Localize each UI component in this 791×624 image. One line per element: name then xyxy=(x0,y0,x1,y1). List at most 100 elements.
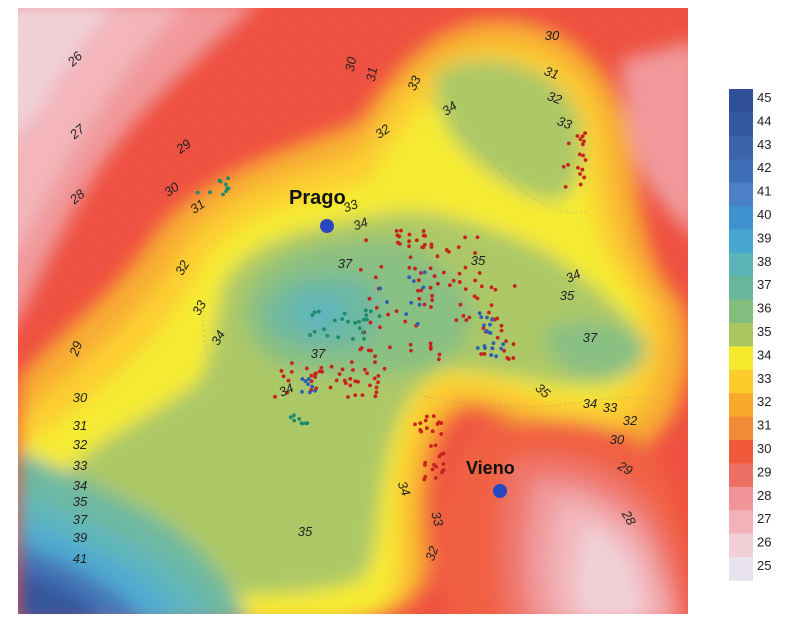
observation-dot xyxy=(357,319,361,324)
observation-dot xyxy=(440,470,444,475)
observation-dot xyxy=(303,379,308,383)
observation-dot xyxy=(436,357,441,362)
observation-dot xyxy=(424,426,429,431)
observation-dot xyxy=(360,393,365,398)
observation-dot xyxy=(358,267,363,272)
observation-dot xyxy=(373,275,378,280)
contour-label: 33 xyxy=(73,458,88,473)
observation-dot xyxy=(385,300,389,304)
observation-dot xyxy=(374,305,379,310)
observation-dot xyxy=(504,339,508,344)
observation-dot xyxy=(409,348,413,353)
contour-label: 29 xyxy=(614,457,635,478)
legend-swatch xyxy=(729,89,753,113)
legend-value: 39 xyxy=(757,230,771,245)
observation-dot xyxy=(437,352,442,357)
observation-dot xyxy=(373,394,378,399)
contour-label: 31 xyxy=(363,66,380,83)
contour-label: 33 xyxy=(603,400,618,415)
observation-dot xyxy=(487,330,492,335)
observation-dot xyxy=(289,361,294,366)
observation-dot xyxy=(490,317,495,322)
observation-dot xyxy=(306,377,311,381)
contour-label: 31 xyxy=(542,63,561,82)
observation-dot xyxy=(430,298,435,302)
observation-dot xyxy=(475,296,480,301)
observation-dot xyxy=(490,346,495,351)
contour-label: 29 xyxy=(66,339,85,359)
observation-dot xyxy=(368,320,373,325)
observation-dot xyxy=(378,286,383,291)
legend-value: 40 xyxy=(757,207,771,222)
observation-dot xyxy=(317,369,322,374)
legend-value: 25 xyxy=(757,558,771,573)
contour-label: 30 xyxy=(342,55,359,73)
observation-dot xyxy=(483,346,487,350)
contour-label: 35 xyxy=(560,288,575,303)
observation-dot xyxy=(362,336,366,341)
observation-dot xyxy=(319,365,324,370)
observation-dot xyxy=(461,313,466,318)
observation-dot xyxy=(428,347,433,351)
legend-value: 31 xyxy=(757,418,771,433)
observation-dot xyxy=(580,134,585,139)
observation-dot xyxy=(413,266,417,271)
legend-swatch xyxy=(729,557,753,581)
observation-dot xyxy=(489,285,494,290)
legend-value: 45 xyxy=(757,90,771,105)
observation-dot xyxy=(374,390,379,395)
observation-dot xyxy=(292,418,297,423)
observation-dot xyxy=(494,354,498,359)
observation-dot xyxy=(457,271,462,276)
observation-dot xyxy=(423,463,427,467)
contour-label: 39 xyxy=(73,530,87,545)
observation-dot xyxy=(491,341,496,346)
observation-dot xyxy=(325,333,330,338)
observation-dot xyxy=(582,175,587,180)
observation-dot xyxy=(309,379,314,384)
border-lines xyxy=(202,79,651,408)
observation-dot xyxy=(425,414,429,419)
observation-dot xyxy=(360,330,365,335)
observation-dot xyxy=(340,317,345,321)
observation-dot xyxy=(479,352,483,356)
observation-dot xyxy=(419,288,424,293)
observation-dot xyxy=(361,317,366,322)
observation-dot xyxy=(475,235,480,240)
city-marker-vieno xyxy=(493,484,507,498)
observation-dot xyxy=(488,322,492,327)
observation-dot xyxy=(578,182,583,187)
observation-dot xyxy=(463,265,468,270)
observation-dot xyxy=(432,462,436,467)
city-label-prago: Prago xyxy=(289,187,346,209)
observation-dot xyxy=(373,360,377,365)
observation-dot xyxy=(353,379,358,384)
observation-dot xyxy=(502,348,507,353)
observation-dot xyxy=(485,315,489,320)
observation-dot xyxy=(413,422,417,427)
legend-value: 43 xyxy=(757,137,771,152)
observation-dot xyxy=(428,341,433,346)
observation-dot xyxy=(386,312,391,317)
observation-dot xyxy=(578,172,582,176)
observation-dot xyxy=(374,385,379,390)
legend-swatch xyxy=(729,252,753,277)
observation-dot xyxy=(362,367,367,372)
observation-dot xyxy=(428,285,433,290)
observation-dot xyxy=(332,318,337,323)
observation-dot xyxy=(566,141,571,146)
observation-dot xyxy=(577,152,582,157)
observation-dot xyxy=(195,190,200,195)
observation-dot xyxy=(566,162,571,167)
observation-dot xyxy=(349,360,354,365)
legend-swatch xyxy=(729,510,753,535)
contour-label: 33 xyxy=(404,73,424,93)
observation-dot xyxy=(467,315,472,320)
contour-label: 34 xyxy=(395,479,414,498)
observation-dot xyxy=(416,278,421,283)
observation-dot xyxy=(305,421,310,426)
observation-dot xyxy=(310,313,315,318)
map-body xyxy=(18,8,688,614)
observation-dot xyxy=(409,300,414,305)
